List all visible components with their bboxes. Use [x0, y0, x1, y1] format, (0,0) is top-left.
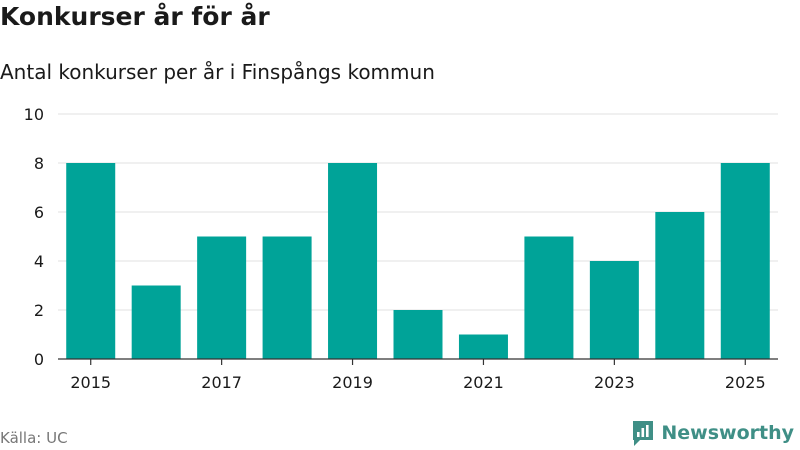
bars: [66, 163, 770, 359]
chart-subtitle: Antal konkurser per år i Finspångs kommu…: [0, 60, 435, 84]
source-note: Källa: UC: [0, 429, 68, 447]
bar-2022: [524, 236, 574, 359]
y-tick-label: 6: [34, 203, 44, 222]
x-tick-label: 2021: [463, 373, 504, 392]
bar-2017: [197, 236, 247, 359]
newsworthy-logo-icon: [633, 421, 654, 446]
bar-2016: [131, 285, 181, 359]
brand-logo: Newsworthy: [631, 419, 794, 447]
y-tick-label: 4: [34, 252, 44, 271]
bar-2021: [458, 334, 508, 359]
x-tick-label: 2023: [594, 373, 635, 392]
y-tick-label: 8: [34, 154, 44, 173]
y-tick-label: 10: [24, 105, 44, 124]
x-tick-label: 2015: [70, 373, 111, 392]
x-tick-label: 2019: [332, 373, 373, 392]
bar-2019: [328, 163, 378, 359]
tick-labels: 0 2 4 6 8 10 2015 2017 2019 2021 2023 2025: [24, 105, 766, 392]
bar-2023: [589, 261, 639, 359]
x-tick-label: 2025: [725, 373, 766, 392]
chart-title: Konkurser år för år: [0, 2, 270, 31]
axes: [58, 358, 778, 365]
bar-2018: [262, 236, 312, 359]
bar-2020: [393, 310, 443, 359]
bar-2015: [66, 163, 116, 359]
bar-chart: 0 2 4 6 8 10 2015 2017 2019 2021 2023 2025: [24, 105, 778, 392]
bar-2025: [720, 163, 770, 359]
y-tick-label: 0: [34, 350, 44, 369]
brand-name: Newsworthy: [661, 422, 794, 444]
y-tick-label: 2: [34, 301, 44, 320]
bar-2024: [655, 212, 705, 359]
x-tick-label: 2017: [201, 373, 242, 392]
